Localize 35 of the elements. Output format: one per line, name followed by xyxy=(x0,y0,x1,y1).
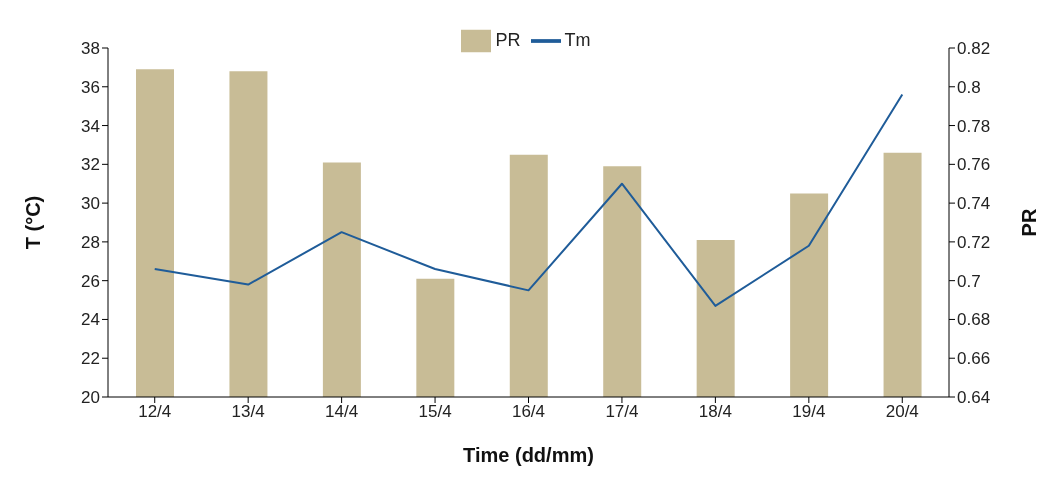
y2-tick-label: 0.68 xyxy=(957,310,991,330)
x-tick-label: 16/4 xyxy=(511,402,546,422)
y-tick-label: 36 xyxy=(81,77,100,97)
x-tick-label: 13/4 xyxy=(231,402,265,422)
y-tick-label: 28 xyxy=(81,232,100,252)
y2-tick-label: 0.72 xyxy=(957,232,991,252)
y-tick-label: 38 xyxy=(81,39,100,59)
y2-tick-label: 0.76 xyxy=(957,155,991,175)
y-tick-label: 24 xyxy=(81,310,100,330)
x-tick-label: 18/4 xyxy=(698,402,732,422)
y-tick-label: 34 xyxy=(81,116,100,136)
y2-axis-title: PR xyxy=(1018,208,1041,237)
y2-tick-label: 0.66 xyxy=(957,349,991,369)
y-tick-label: 30 xyxy=(81,194,100,214)
x-tick-label: 12/4 xyxy=(138,402,172,422)
y2-tick-label: 0.7 xyxy=(957,271,981,291)
y2-tick-label: 0.78 xyxy=(957,116,991,136)
y-tick-label: 20 xyxy=(81,388,100,408)
legend-label: PR xyxy=(495,29,521,50)
y-tick-label: 26 xyxy=(81,271,100,291)
y2-tick-label: 0.82 xyxy=(957,39,991,59)
x-tick-label: 19/4 xyxy=(792,402,826,422)
y-tick-label: 22 xyxy=(81,349,100,369)
y-axis-title: T (°C) xyxy=(22,195,45,250)
x-tick-label: 20/4 xyxy=(885,402,919,422)
y2-tick-label: 0.8 xyxy=(957,77,981,97)
legend-label: Tm xyxy=(564,29,591,50)
y2-tick-label: 0.74 xyxy=(957,194,991,214)
x-axis-title: Time (dd/mm) xyxy=(463,444,594,466)
y-tick-label: 32 xyxy=(81,155,100,175)
line-series xyxy=(153,93,904,307)
y2-tick-label: 0.64 xyxy=(957,388,991,408)
x-tick-label: 15/4 xyxy=(418,402,452,422)
x-tick-label: 14/4 xyxy=(325,402,359,422)
x-tick-label: 17/4 xyxy=(605,402,639,422)
